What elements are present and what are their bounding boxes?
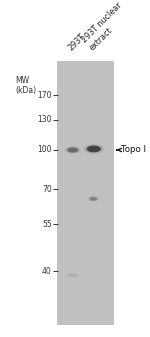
- Text: MW
(kDa): MW (kDa): [15, 76, 36, 95]
- Text: 130: 130: [37, 116, 52, 124]
- Ellipse shape: [89, 197, 98, 201]
- Ellipse shape: [67, 147, 79, 153]
- Ellipse shape: [87, 146, 101, 152]
- Ellipse shape: [88, 196, 99, 202]
- Text: 100: 100: [37, 146, 52, 154]
- Text: 293T: 293T: [66, 32, 87, 52]
- Text: 55: 55: [42, 220, 52, 228]
- Text: Topo I: Topo I: [121, 146, 146, 154]
- Ellipse shape: [65, 273, 81, 277]
- Ellipse shape: [67, 274, 78, 277]
- FancyBboxPatch shape: [57, 61, 112, 324]
- Text: 293T nuclear
extract: 293T nuclear extract: [80, 1, 131, 52]
- Ellipse shape: [69, 274, 76, 276]
- Ellipse shape: [91, 197, 96, 200]
- Ellipse shape: [69, 148, 76, 152]
- Ellipse shape: [64, 146, 81, 154]
- Ellipse shape: [89, 147, 98, 151]
- Ellipse shape: [84, 144, 104, 154]
- Text: 170: 170: [37, 91, 52, 99]
- Text: 70: 70: [42, 185, 52, 194]
- Text: 40: 40: [42, 267, 52, 276]
